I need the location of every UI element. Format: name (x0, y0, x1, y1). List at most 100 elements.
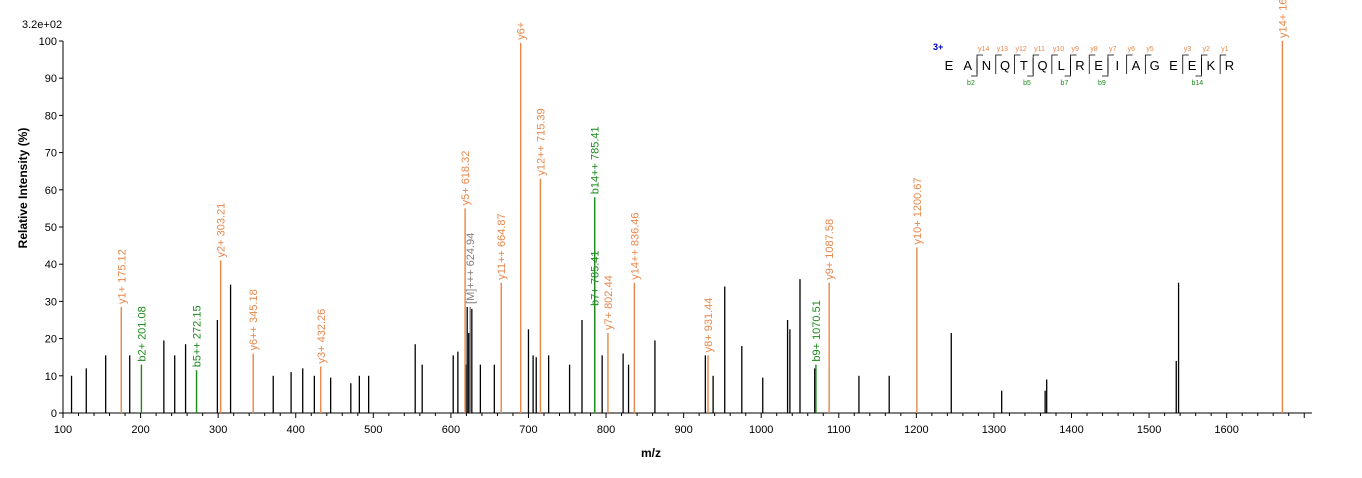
x-tick-label: 700 (519, 424, 537, 436)
y-ion-bracket (1219, 54, 1227, 74)
x-tick-label: 200 (131, 424, 149, 436)
sequence-residue: L (1058, 58, 1065, 73)
y-tick-label: 40 (45, 259, 57, 271)
intensity-scale-label: 3.2e+02 (22, 19, 62, 31)
y-ion-label: y6 (1128, 46, 1136, 53)
x-tick-label: 1000 (749, 424, 773, 436)
sequence-residue: A (963, 58, 972, 73)
peak-label: y5+ 618.32 (460, 151, 472, 206)
y-tick-label: 30 (45, 296, 57, 308)
peak-label: y8+ 931.44 (703, 298, 715, 353)
b-ion-label: b2 (967, 80, 975, 87)
y-ion-label: y7 (1109, 46, 1117, 53)
peaks (70, 41, 1284, 413)
y-ion-bracket (1051, 54, 1058, 74)
y-ion-bracket (1107, 54, 1114, 74)
peak-labels: y1+ 175.12 b2+ 201.08 b5++ 272.15 y2+ 303.2… (116, 0, 1289, 367)
peak-label: [M]+++ 624.94 (465, 233, 477, 304)
y-ion-bracket (995, 54, 1002, 74)
x-tick-label: 800 (597, 424, 615, 436)
y-tick-label: 70 (45, 148, 57, 160)
sequence-residue: R (1225, 58, 1234, 73)
x-tick-label: 400 (287, 424, 305, 436)
sequence-residue: E (1188, 58, 1197, 73)
y-ion-bracket (1182, 54, 1189, 74)
y-tick-label: 60 (45, 185, 57, 197)
x-tick-label: 1500 (1137, 424, 1161, 436)
sequence-residue: T (1020, 58, 1028, 73)
sequence-residue: G (1150, 58, 1160, 73)
x-tick-label: 500 (364, 424, 382, 436)
y-tick-label: 0 (51, 408, 57, 420)
peak-label: b5++ 272.15 (192, 305, 204, 367)
peak-label: y6+ (516, 22, 528, 40)
peak-label: b9+ 1070.51 (811, 300, 823, 361)
x-tick-label: 1600 (1214, 424, 1238, 436)
peak-label: y2+ 303.21 (216, 203, 228, 258)
y-ion-label: y11 (1034, 46, 1045, 53)
y-tick-label: 20 (45, 334, 57, 346)
x-axis-title: m/z (641, 446, 661, 460)
y-ion-label: y12 (1015, 46, 1026, 53)
sequence-residue: E (945, 58, 954, 73)
y-ion-label: y10 (1053, 46, 1064, 53)
sequence-residue: N (982, 58, 991, 73)
y-tick-label: 10 (45, 371, 57, 383)
peak-label: b7+ 785.41 (590, 250, 602, 305)
peak-label: y1+ 175.12 (116, 249, 128, 304)
y-ion-bracket (1014, 54, 1021, 74)
y-axis-title: Relative Intensity (%) (16, 128, 30, 249)
b-ion-label: b14 (1191, 80, 1203, 87)
sequence-residue: A (1132, 58, 1141, 73)
b-ion-bracket (1101, 58, 1109, 77)
y-tick-label: 50 (45, 222, 57, 234)
b-ion-bracket (1195, 58, 1202, 77)
y-tick-label: 80 (45, 110, 57, 122)
sequence-residue: R (1075, 58, 1084, 73)
sequence-residue: Q (1000, 58, 1010, 73)
y-ion-label: y2 (1202, 46, 1210, 53)
b-ion-label: b9 (1098, 80, 1106, 87)
b-ion-label: b7 (1061, 80, 1069, 87)
y-tick-label: 90 (45, 73, 57, 85)
peak-label: y7+ 802.44 (603, 275, 615, 330)
b-ion-bracket (1064, 58, 1071, 77)
peak-label: y10+ 1200.67 (912, 177, 924, 244)
x-tick-label: 600 (442, 424, 460, 436)
peak-label: y6++ 345.18 (248, 289, 260, 350)
x-tick-label: 100 (54, 424, 72, 436)
x-tick-label: 300 (209, 424, 227, 436)
b-ion-label: b5 (1023, 80, 1031, 87)
peak-label: b2+ 201.08 (136, 306, 148, 361)
y-ion-bracket (1144, 54, 1152, 74)
x-tick-label: 1100 (827, 424, 851, 436)
sequence-residue: Q (1037, 58, 1047, 73)
sequence-residue: K (1206, 58, 1215, 73)
y-ion-bracket (1088, 54, 1096, 74)
y-ion-bracket (1126, 54, 1133, 74)
y-ion-label: y9 (1072, 46, 1080, 53)
charge-state: 3+ (933, 42, 943, 52)
peak-label: y12++ 715.39 (535, 108, 547, 175)
y-ion-label: y14 (978, 46, 989, 53)
sequence-residue: I (1115, 58, 1119, 73)
peak-label: b14++ 785.41 (590, 126, 602, 194)
y-ion-label: y13 (997, 46, 1008, 53)
b-ion-bracket (971, 58, 978, 77)
b-ion-bracket (1027, 58, 1034, 77)
sequence-residue: E (1169, 58, 1178, 73)
x-tick-label: 900 (674, 424, 692, 436)
sequence-residue: E (1094, 58, 1103, 73)
peak-label: y14+ 1671.83 (1277, 0, 1289, 38)
peak-label: y9+ 1087.58 (824, 219, 836, 280)
y-ion-label: y5 (1146, 46, 1154, 53)
x-tick-label: 1400 (1059, 424, 1083, 436)
x-tick-label: 1300 (982, 424, 1006, 436)
y-ion-label: y8 (1090, 46, 1098, 53)
peak-label: y11++ 664.87 (496, 213, 508, 279)
peak-label: y3+ 432.26 (316, 309, 328, 364)
y-ion-label: y1 (1221, 46, 1229, 53)
